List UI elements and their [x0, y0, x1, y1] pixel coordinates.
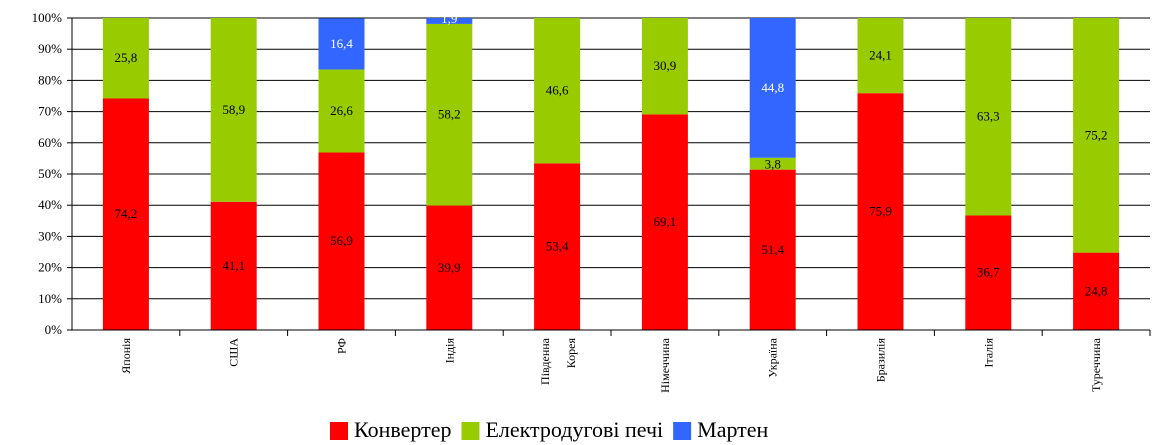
- legend-swatch: [461, 422, 480, 440]
- legend-swatch: [330, 422, 348, 440]
- data-label: 74,2: [115, 206, 138, 221]
- bar-segment: [318, 69, 365, 153]
- data-label: 63,3: [977, 109, 1000, 124]
- bar-segment: [1073, 18, 1120, 253]
- x-tick-label: США: [227, 338, 241, 367]
- y-tick-label: 90%: [38, 41, 62, 56]
- data-label: 69,1: [654, 214, 677, 229]
- y-axis: 0% 10% 20% 30% 40% 50% 60% 70% 80% 90% 100%: [32, 10, 73, 337]
- bar-segment: [1073, 252, 1120, 330]
- data-label: 44,8: [761, 80, 784, 95]
- data-label: 56,9: [330, 233, 353, 248]
- data-label: 75,9: [869, 204, 892, 219]
- bar-segment: [641, 114, 688, 331]
- data-label: 24,1: [869, 48, 892, 63]
- y-tick-label: 40%: [38, 197, 62, 212]
- bar-segment: [749, 157, 796, 170]
- data-label: 26,6: [330, 103, 353, 118]
- bar-segment: [210, 18, 257, 202]
- y-tick-label: 100%: [32, 10, 63, 25]
- data-label: 46,6: [546, 83, 569, 98]
- bar-segment: [210, 201, 257, 330]
- bar-segment: [426, 205, 473, 330]
- bar-segment: [749, 169, 796, 330]
- bar-segment: [857, 93, 904, 330]
- bar-segment: [965, 215, 1012, 330]
- data-label: 75,2: [1085, 127, 1108, 142]
- x-tick-label: Туреччина: [1089, 337, 1103, 392]
- data-labels: 74,2 25,8 41,1 58,9 56,9 26,6 16,4 39,9 58,2 1,9 5…: [115, 11, 1108, 298]
- x-tick-label: Бразилія: [874, 338, 888, 383]
- data-label: 53,4: [546, 239, 569, 254]
- data-label: 30,9: [654, 58, 677, 73]
- y-tick-label: 30%: [38, 228, 62, 243]
- bar-segment: [426, 23, 473, 206]
- data-label: 41,1: [222, 258, 245, 273]
- data-label: 36,7: [977, 265, 1000, 280]
- x-tick-label: Німеччина: [658, 337, 672, 393]
- legend-label: Конвертер: [354, 417, 451, 442]
- data-label: 25,8: [115, 50, 138, 65]
- bar-segment: [965, 18, 1012, 216]
- x-tick-label: РФ: [335, 338, 349, 354]
- data-label: 3,8: [765, 157, 781, 172]
- x-tick-label: Україна: [766, 337, 780, 377]
- bar-segment: [102, 18, 149, 99]
- legend-label: Мартен: [697, 417, 768, 442]
- bar-segment: [534, 18, 581, 164]
- x-tick-label: Італія: [981, 338, 995, 368]
- y-tick-label: 0%: [45, 322, 63, 337]
- data-label: 58,9: [222, 102, 245, 117]
- data-label: 39,9: [438, 260, 461, 275]
- bar-segment: [102, 98, 149, 330]
- bar-segment: [534, 163, 581, 330]
- legend: Конвертер Електродугові печі Мартен: [330, 417, 769, 442]
- y-tick-label: 80%: [38, 72, 62, 87]
- x-tick-label: Південна: [538, 337, 552, 385]
- data-label: 58,2: [438, 107, 461, 122]
- bar-segment: [749, 18, 796, 158]
- data-label: 1,9: [441, 11, 457, 26]
- bar-segment: [318, 18, 365, 70]
- bars: [102, 18, 1120, 331]
- bar-segment: [426, 18, 473, 24]
- y-tick-label: 50%: [38, 166, 62, 181]
- bar-segment: [857, 18, 904, 94]
- y-tick-label: 20%: [38, 260, 62, 275]
- legend-swatch: [673, 422, 692, 440]
- legend-label: Електродугові печі: [485, 417, 663, 442]
- x-tick-label: Японія: [119, 338, 133, 374]
- bar-segment: [318, 152, 365, 330]
- y-tick-label: 60%: [38, 135, 62, 150]
- bar-segment: [641, 18, 688, 115]
- x-tick-label: Індія: [442, 338, 456, 364]
- x-tick-label: Корея: [564, 338, 578, 369]
- y-tick-label: 70%: [38, 104, 62, 119]
- x-axis: Японія США РФ Індія Південна Корея Німеччина Ук…: [72, 329, 1151, 393]
- y-tick-label: 10%: [38, 291, 62, 306]
- data-label: 51,4: [761, 242, 784, 257]
- data-label: 16,4: [330, 36, 353, 51]
- data-label: 24,8: [1085, 283, 1108, 298]
